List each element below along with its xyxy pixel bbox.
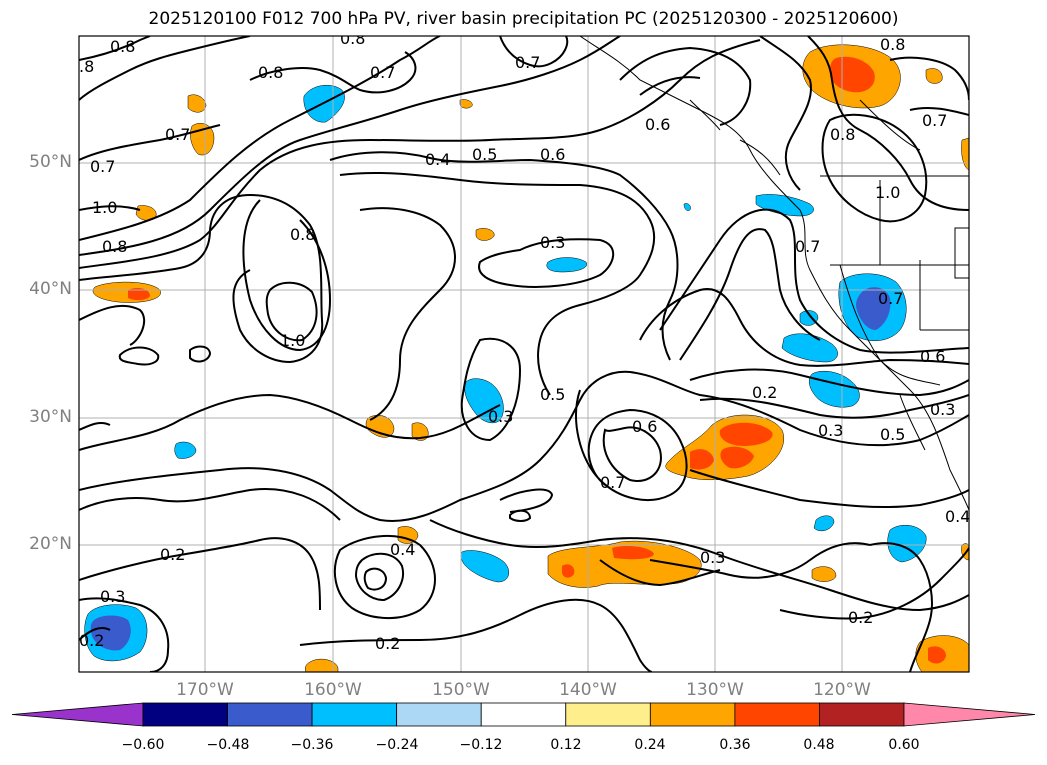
map-plot-area: 0.8 .8 0.8 0.7 0.7 0.8 0.6 0.7 0.4 0.5 0… bbox=[79, 29, 970, 672]
svg-text:0.4: 0.4 bbox=[390, 540, 415, 559]
svg-text:0.2: 0.2 bbox=[79, 631, 104, 650]
svg-text:0.7: 0.7 bbox=[515, 53, 540, 72]
colorbar-segment bbox=[734, 702, 820, 727]
svg-text:0.2: 0.2 bbox=[752, 383, 777, 402]
colorbar-segment bbox=[565, 702, 651, 727]
svg-text:0.8: 0.8 bbox=[102, 237, 127, 256]
pv-contours bbox=[79, 36, 969, 672]
svg-text:0.7: 0.7 bbox=[600, 473, 625, 492]
map-frame bbox=[78, 35, 970, 673]
svg-text:0.2: 0.2 bbox=[375, 634, 400, 653]
svg-text:0.3: 0.3 bbox=[818, 421, 843, 440]
lat-label-20: 20°N bbox=[29, 534, 72, 554]
svg-text:0.6: 0.6 bbox=[632, 417, 657, 436]
svg-text:0.8: 0.8 bbox=[258, 63, 283, 82]
lon-label-130w: 130°W bbox=[686, 680, 744, 700]
svg-text:0.7: 0.7 bbox=[922, 111, 947, 130]
colorbar-segment bbox=[396, 702, 482, 727]
svg-text:0.2: 0.2 bbox=[848, 608, 873, 627]
lat-label-50: 50°N bbox=[29, 152, 72, 172]
colorbar-tick-label: −0.48 bbox=[206, 737, 250, 753]
colorbar bbox=[11, 702, 1036, 727]
svg-text:0.3: 0.3 bbox=[930, 400, 955, 419]
colorbar-segment bbox=[480, 702, 567, 727]
svg-text:0.5: 0.5 bbox=[540, 385, 565, 404]
colorbar-tick-label: 0.12 bbox=[550, 737, 582, 753]
svg-text:1.0: 1.0 bbox=[280, 331, 305, 350]
colorbar-tick-label: −0.36 bbox=[290, 737, 334, 753]
svg-text:0.7: 0.7 bbox=[795, 237, 820, 256]
colorbar-tick-label: 0.36 bbox=[719, 737, 751, 753]
colorbar-tick-label: −0.24 bbox=[375, 737, 419, 753]
lat-label-40: 40°N bbox=[29, 279, 72, 299]
svg-text:0.7: 0.7 bbox=[165, 125, 190, 144]
colorbar-tick-label: 0.24 bbox=[634, 737, 666, 753]
svg-text:0.3: 0.3 bbox=[700, 548, 725, 567]
svg-text:0.4: 0.4 bbox=[425, 150, 450, 169]
colorbar-segment bbox=[649, 702, 736, 727]
contour-labels: 0.8 .8 0.8 0.7 0.7 0.8 0.6 0.7 0.4 0.5 0… bbox=[79, 29, 970, 653]
colorbar-extend-min bbox=[11, 702, 144, 727]
svg-text:0.4: 0.4 bbox=[945, 507, 970, 526]
svg-text:0.6: 0.6 bbox=[540, 145, 565, 164]
svg-text:0.7: 0.7 bbox=[878, 289, 903, 308]
svg-text:0.6: 0.6 bbox=[645, 115, 670, 134]
colorbar-segment bbox=[311, 702, 398, 727]
colorbar-tick-label: 0.60 bbox=[888, 737, 920, 753]
svg-text:0.8: 0.8 bbox=[880, 35, 905, 54]
svg-text:0.8: 0.8 bbox=[290, 225, 315, 244]
lon-label-150w: 150°W bbox=[432, 680, 490, 700]
svg-text:0.3: 0.3 bbox=[540, 233, 565, 252]
svg-text:0.8: 0.8 bbox=[830, 125, 855, 144]
svg-text:0.7: 0.7 bbox=[90, 157, 115, 176]
svg-text:0.3: 0.3 bbox=[488, 407, 513, 426]
svg-text:0.6: 0.6 bbox=[920, 347, 945, 366]
colorbar-segment bbox=[819, 702, 905, 727]
lon-label-160w: 160°W bbox=[304, 680, 362, 700]
colorbar-extend-max bbox=[903, 702, 1036, 727]
svg-text:0.5: 0.5 bbox=[880, 425, 905, 444]
colorbar-tick-label: 0.48 bbox=[803, 737, 835, 753]
svg-text:0.5: 0.5 bbox=[472, 145, 497, 164]
lon-label-170w: 170°W bbox=[176, 680, 234, 700]
lat-label-30: 30°N bbox=[29, 407, 72, 427]
colorbar-tick-label: −0.12 bbox=[459, 737, 503, 753]
svg-text:.8: .8 bbox=[79, 57, 94, 76]
lon-label-140w: 140°W bbox=[559, 680, 617, 700]
colorbar-segment bbox=[142, 702, 228, 727]
svg-text:1.0: 1.0 bbox=[875, 183, 900, 202]
svg-text:0.3: 0.3 bbox=[100, 587, 125, 606]
svg-text:0.8: 0.8 bbox=[110, 37, 135, 56]
coastlines bbox=[579, 36, 969, 511]
colorbar-segment bbox=[227, 702, 313, 727]
svg-text:0.2: 0.2 bbox=[160, 545, 185, 564]
map-title: 2025120100 F012 700 hPa PV, river basin … bbox=[148, 9, 899, 29]
lon-label-120w: 120°W bbox=[813, 680, 871, 700]
colorbar-tick-label: −0.60 bbox=[121, 737, 165, 753]
svg-text:1.0: 1.0 bbox=[92, 198, 117, 217]
svg-text:0.8: 0.8 bbox=[340, 29, 365, 48]
svg-text:0.7: 0.7 bbox=[370, 63, 395, 82]
